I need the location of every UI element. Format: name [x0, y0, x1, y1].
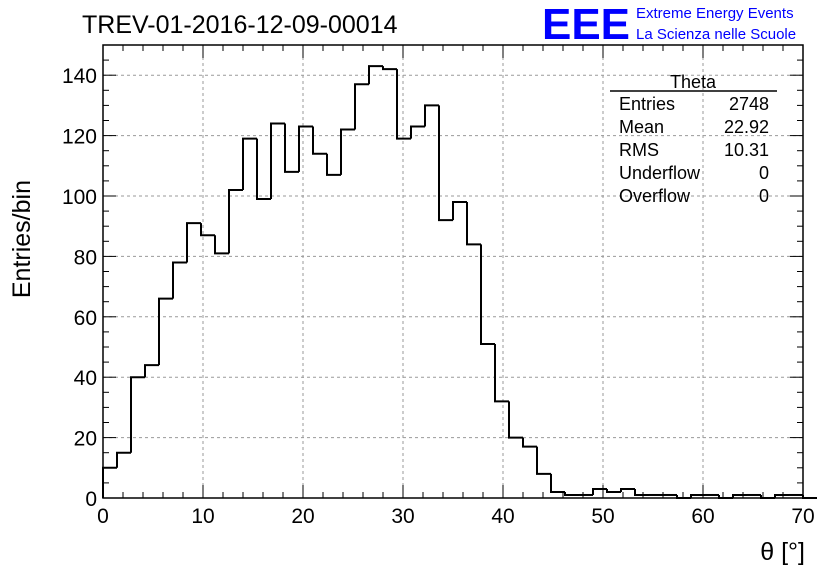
histogram-bin: [718, 494, 733, 499]
histogram-bin: [802, 494, 817, 499]
plot-frame-rect: [102, 44, 804, 499]
histogram-bin: [270, 122, 285, 200]
histogram-bin: [508, 401, 523, 439]
histogram-bin: [536, 446, 551, 475]
histogram-bin: [172, 261, 187, 299]
histogram-bin: [298, 125, 313, 172]
stats-row-value: 2748: [729, 94, 769, 114]
logo-line-2: La Scienza nelle Scuole: [636, 26, 796, 43]
histogram-bin: [354, 83, 369, 130]
plot-frame: [102, 44, 804, 499]
stats-row-label: Overflow: [619, 186, 691, 206]
axis-ticks: 0 10 20 30 40 50 60 70 0 20 40 60 80 100 120 140: [62, 44, 815, 528]
histogram-bin: [438, 105, 453, 222]
histogram-bin: [144, 364, 159, 378]
histogram-bin: [158, 297, 173, 366]
y-tick-label: 80: [74, 246, 97, 269]
histogram-bin: [606, 488, 621, 493]
y-tick-label: 20: [74, 428, 97, 451]
histogram-bin: [620, 487, 635, 492]
stats-box: Theta Entries 2748 Mean 22.92 RMS 10.31 Underf…: [610, 72, 777, 206]
y-tick-label: 60: [74, 307, 97, 330]
stats-row-value: 10.31: [724, 140, 769, 160]
histogram-bin: [452, 201, 467, 221]
histogram-bin: [382, 66, 397, 71]
histogram-bins: [102, 65, 817, 499]
histogram-bin: [186, 222, 201, 263]
histogram-bin: [550, 473, 565, 493]
stats-row-value: 0: [759, 163, 769, 183]
y-tick-label: 140: [62, 65, 97, 88]
histogram-bin: [228, 188, 243, 254]
stats-title: Theta: [670, 72, 717, 92]
x-tick-label: 50: [591, 505, 614, 528]
histogram-bin: [480, 244, 495, 345]
histogram-bin: [732, 493, 747, 498]
histogram-bin: [214, 235, 229, 255]
x-tick-label: 10: [191, 505, 214, 528]
stats-row-value: 0: [759, 186, 769, 206]
y-axis-label: Entries/bin: [8, 180, 36, 298]
histogram-bin: [774, 493, 789, 498]
histogram-bin: [466, 202, 481, 246]
logo-mark: EEE: [542, 0, 630, 49]
histogram-bin: [410, 125, 425, 139]
x-tick-label: 60: [691, 505, 714, 528]
histogram-bin: [130, 376, 145, 453]
y-tick-label: 120: [62, 126, 97, 149]
histogram-bin: [116, 451, 131, 468]
histogram-bin: [424, 104, 439, 127]
stats-row-label: Underflow: [619, 163, 701, 183]
histogram-bin: [494, 343, 509, 403]
histogram-bin: [676, 494, 691, 499]
x-tick-label: 30: [391, 505, 414, 528]
chart-title: TREV-01-2016-12-09-00014: [82, 11, 398, 39]
histogram-bin: [522, 437, 537, 448]
x-axis-label: θ [°]: [760, 538, 805, 566]
histogram-bin: [690, 493, 705, 498]
logo-line-1: Extreme Energy Events: [636, 5, 794, 22]
histogram-bin: [284, 123, 299, 173]
x-tick-label: 40: [491, 505, 514, 528]
stats-row-label: Mean: [619, 117, 664, 137]
stats-row-label: RMS: [619, 140, 659, 160]
histogram-bin: [312, 126, 327, 155]
histogram-bin: [368, 65, 383, 85]
y-tick-label: 40: [74, 367, 97, 390]
stats-row-value: 22.92: [724, 117, 769, 137]
histogram-bin: [634, 488, 649, 496]
histogram-bin: [760, 494, 775, 499]
eee-logo: EEE Extreme Energy Events La Scienza nel…: [542, 0, 796, 49]
histogram-bin: [396, 69, 411, 140]
stats-row-label: Entries: [619, 94, 675, 114]
y-tick-label: 100: [62, 186, 97, 209]
x-tick-label: 70: [791, 505, 814, 528]
x-tick-label: 20: [291, 505, 314, 528]
histogram-bin: [242, 137, 257, 190]
stats-rows: Entries 2748 Mean 22.92 RMS 10.31 Underflow 0 Ov…: [619, 94, 769, 206]
histogram-bin: [326, 153, 341, 176]
histogram-bin: [340, 128, 355, 175]
grid-lines: [103, 45, 803, 498]
histogram-bin: [200, 223, 215, 237]
histogram-bin: [592, 487, 607, 495]
histogram-bin: [564, 491, 579, 496]
x-tick-label: 0: [97, 505, 109, 528]
y-tick-label: 0: [85, 488, 97, 511]
histogram-bin: [256, 138, 271, 201]
